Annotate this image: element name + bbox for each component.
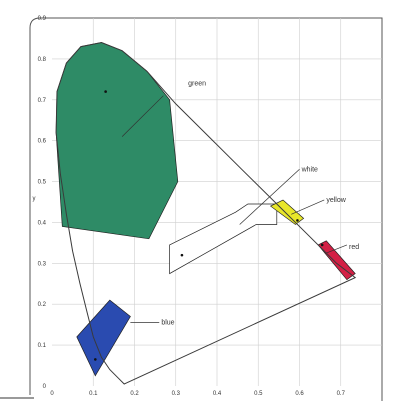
y-tick-label: 0.4 bbox=[38, 220, 47, 226]
point-white bbox=[180, 253, 184, 257]
plot-frame bbox=[29, 17, 383, 401]
region-blue bbox=[76, 299, 131, 377]
x-tick-label: 0.1 bbox=[89, 391, 98, 397]
annotation-labels: green blue white yellow red bbox=[161, 80, 359, 326]
x-tick-label: 0.4 bbox=[213, 391, 222, 397]
y-axis-title: y bbox=[33, 196, 36, 202]
leader-red bbox=[326, 244, 348, 254]
y-tick-label: 0.1 bbox=[38, 343, 47, 349]
annotation-leaders bbox=[121, 95, 348, 323]
region-points bbox=[94, 90, 324, 361]
point-red bbox=[320, 243, 324, 247]
label-yellow: yellow bbox=[326, 197, 346, 204]
y-tick-label: 0.3 bbox=[38, 261, 47, 267]
label-white: white bbox=[301, 166, 318, 173]
y-axis-ticks: 0 0.1 0.2 0.3 0.4 0.5 0.6 0.7 0.8 0.9 bbox=[38, 16, 47, 390]
leader-green bbox=[121, 95, 164, 137]
y-tick-label: 0 bbox=[43, 384, 47, 390]
x-tick-label: 0.5 bbox=[254, 391, 263, 397]
x-tick-label: 0.2 bbox=[130, 391, 139, 397]
x-tick-label: 0.7 bbox=[337, 391, 346, 397]
y-tick-label: 0.2 bbox=[38, 302, 47, 308]
y-tick-label: 0.9 bbox=[38, 16, 47, 22]
leader-yellow bbox=[291, 199, 325, 215]
y-tick-label: 0.5 bbox=[38, 180, 47, 186]
label-blue: blue bbox=[161, 320, 174, 327]
x-tick-label: 0.6 bbox=[295, 391, 304, 397]
color-regions bbox=[55, 42, 356, 377]
point-blue bbox=[94, 358, 97, 361]
leader-white bbox=[239, 169, 300, 225]
spectral-locus-line bbox=[55, 41, 357, 385]
point-yellow bbox=[296, 219, 299, 222]
point-green bbox=[104, 90, 107, 93]
region-white bbox=[169, 203, 278, 275]
label-red: red bbox=[349, 244, 359, 251]
y-tick-label: 0.6 bbox=[38, 139, 47, 145]
x-tick-label: 0.3 bbox=[172, 391, 181, 397]
x-tick-label: 0 bbox=[50, 391, 54, 397]
y-tick-label: 0.7 bbox=[38, 98, 47, 104]
y-tick-label: 0.8 bbox=[38, 57, 47, 63]
x-axis-ticks: 0 0.1 0.2 0.3 0.4 0.5 0.6 0.7 bbox=[50, 391, 345, 397]
label-green: green bbox=[188, 80, 206, 87]
